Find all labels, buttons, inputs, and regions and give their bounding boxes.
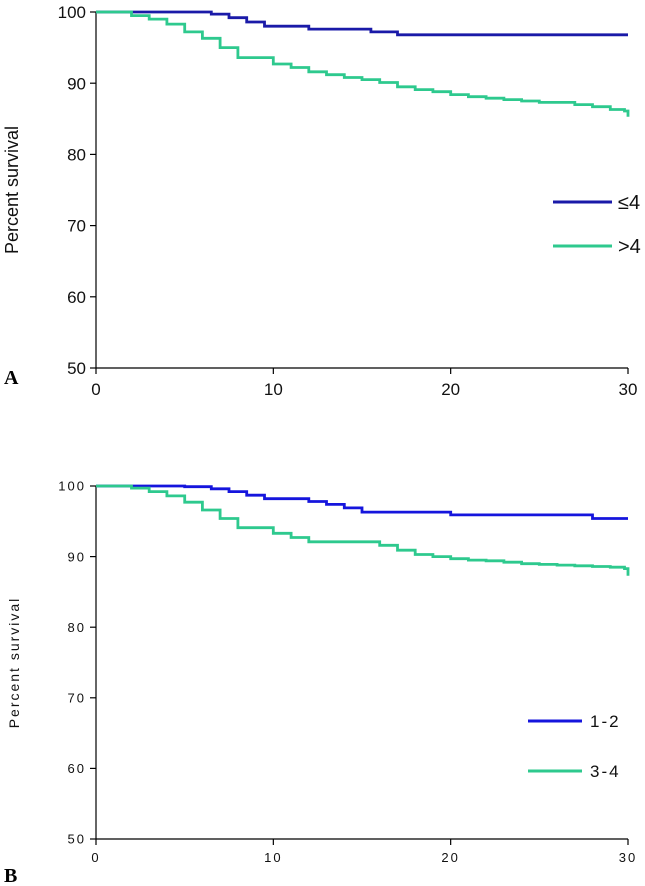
legend-label: 1-2 — [590, 712, 621, 731]
panel-letter: B — [4, 865, 17, 886]
x-tick-label: 10 — [264, 850, 282, 865]
x-tick-label: 0 — [91, 850, 100, 865]
panel-letter: A — [4, 367, 19, 389]
y-tick-label: 70 — [67, 217, 86, 236]
y-tick-label: 50 — [68, 832, 86, 847]
y-axis-title: Percent survival — [2, 126, 22, 254]
y-tick-label: 80 — [68, 620, 86, 635]
chart-panel-b: 50 60 70 80 90 100 0 10 20 30 Percent survival B 1-2… — [4, 479, 637, 886]
legend-label: >4 — [618, 236, 641, 258]
y-axis-title: Percent survival — [6, 597, 22, 729]
y-tick-label: 70 — [68, 690, 86, 705]
series-line-1 — [96, 484, 628, 520]
y-tick-label: 50 — [67, 359, 86, 378]
legend-label: 3-4 — [590, 762, 621, 781]
series-line-2 — [96, 484, 630, 576]
x-tick-label: 0 — [91, 380, 100, 399]
chart-panel-a: 50 60 70 80 90 100 0 10 20 30 Percent survival A ≤4 >… — [2, 3, 641, 399]
y-tick-label: 80 — [67, 146, 86, 165]
y-tick-label: 90 — [67, 74, 86, 93]
y-tick-label: 60 — [68, 761, 86, 776]
y-tick-label: 100 — [58, 479, 86, 494]
y-tick-label: 100 — [58, 3, 86, 22]
x-tick-label: 20 — [441, 850, 459, 865]
x-tick-label: 20 — [441, 380, 460, 399]
y-tick-label: 60 — [67, 288, 86, 307]
x-tick-label: 10 — [264, 380, 283, 399]
series-line-1 — [96, 10, 628, 37]
y-tick-label: 90 — [68, 549, 86, 564]
x-tick-label: 30 — [619, 380, 638, 399]
legend-label: ≤4 — [618, 192, 640, 214]
series-line-2 — [96, 10, 630, 117]
x-tick-label: 30 — [619, 850, 637, 865]
